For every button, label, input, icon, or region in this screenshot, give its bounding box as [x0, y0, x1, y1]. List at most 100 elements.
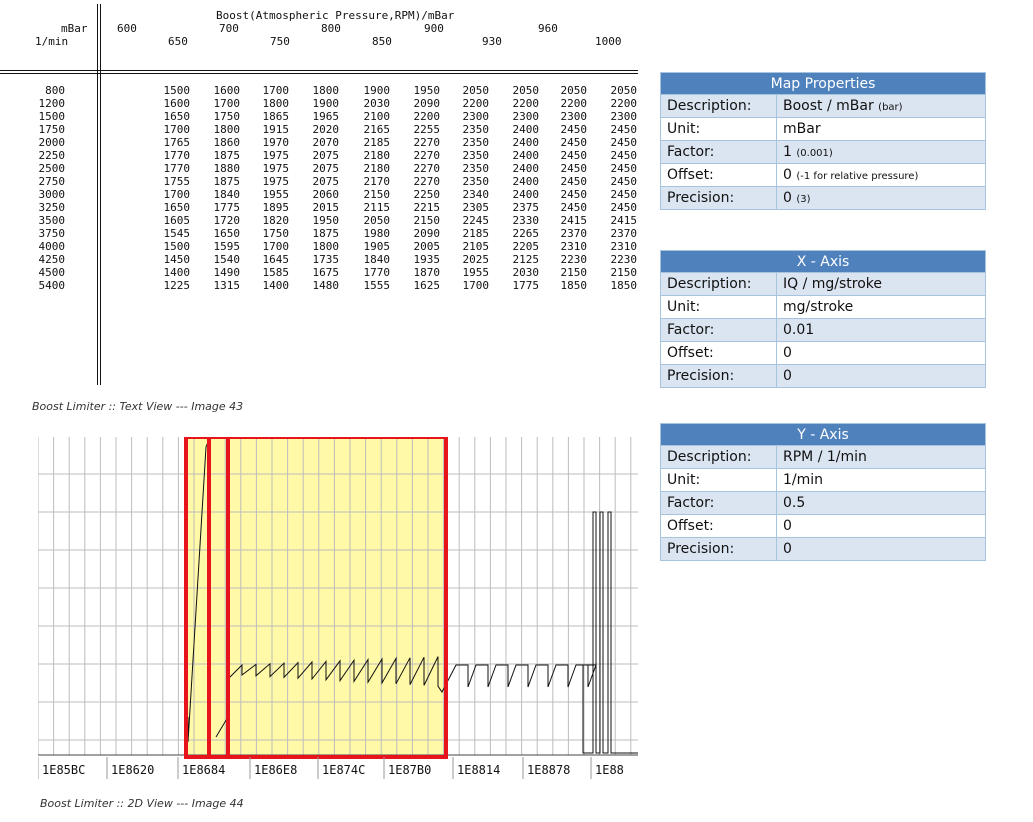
column-divider — [97, 4, 98, 385]
map-cell: 1900 — [363, 84, 391, 97]
map-cell: 1545 — [163, 227, 191, 240]
map-cell: 2350 — [462, 136, 490, 149]
rpm-label: 4000 — [38, 240, 66, 253]
address-label: 1E88 — [595, 763, 624, 777]
row-unit-label: mBar — [61, 22, 88, 35]
address-label: 1E86E8 — [254, 763, 297, 777]
hex-2d-view[interactable]: 1E85BC 1E8620 1E8684 1E86E8 1E874C 1E87B0 1E88… — [38, 437, 638, 782]
map-cell: 2030 — [363, 97, 391, 110]
map-cell: 1500 — [163, 84, 191, 97]
rpm-label: 2500 — [38, 162, 66, 175]
map-cell: 1950 — [413, 84, 441, 97]
map-cell: 1625 — [413, 279, 441, 292]
map-cell: 1865 — [262, 110, 290, 123]
property-value: Boost / mBar (bar) — [776, 94, 986, 118]
map-cell: 1840 — [213, 188, 241, 201]
map-cell: 1955 — [462, 266, 490, 279]
map-cell: 1225 — [163, 279, 191, 292]
x-axis-label: 1000 — [595, 35, 622, 48]
property-label: Offset: — [660, 163, 777, 187]
map-cell: 2185 — [363, 136, 391, 149]
property-label: Unit: — [660, 295, 777, 319]
rpm-label: 4250 — [38, 253, 66, 266]
rpm-label: 2750 — [38, 175, 66, 188]
map-cell: 2205 — [512, 240, 540, 253]
x-axis-label: 960 — [538, 22, 558, 35]
map-cell: 2270 — [413, 149, 441, 162]
map-cell: 2450 — [560, 201, 588, 214]
map-cell: 2300 — [512, 110, 540, 123]
map-cell: 1840 — [363, 253, 391, 266]
map-cell: 1975 — [262, 175, 290, 188]
property-label: Precision: — [660, 537, 777, 561]
map-cell: 1500 — [163, 240, 191, 253]
x-axis-label: 650 — [168, 35, 188, 48]
property-label: Precision: — [660, 364, 777, 388]
map-cell: 2350 — [462, 175, 490, 188]
map-cell: 2090 — [413, 97, 441, 110]
rpm-label: 5400 — [38, 279, 66, 292]
rpm-label: 4500 — [38, 266, 66, 279]
map-cell: 2450 — [610, 175, 638, 188]
map-cell: 2005 — [413, 240, 441, 253]
map-cell: 1735 — [312, 253, 340, 266]
map-cell: 2450 — [610, 149, 638, 162]
map-cell: 2450 — [560, 123, 588, 136]
property-label: Factor: — [660, 318, 777, 342]
map-cell: 1755 — [163, 175, 191, 188]
property-value: 0 — [776, 514, 986, 538]
rpm-label: 1200 — [38, 97, 66, 110]
map-cell: 1850 — [560, 279, 588, 292]
map-cell: 2125 — [512, 253, 540, 266]
map-cell: 2310 — [610, 240, 638, 253]
map-cell: 1675 — [312, 266, 340, 279]
property-label: Offset: — [660, 514, 777, 538]
map-cell: 1400 — [163, 266, 191, 279]
map-cell: 2450 — [610, 162, 638, 175]
map-cell: 1480 — [312, 279, 340, 292]
map-cell: 1775 — [512, 279, 540, 292]
map-cell: 2115 — [363, 201, 391, 214]
x-axis-label: 600 — [117, 22, 137, 35]
property-value: RPM / 1/min — [776, 445, 986, 469]
map-cell: 2050 — [610, 84, 638, 97]
map-cell: 2350 — [462, 149, 490, 162]
map-cell: 2150 — [610, 266, 638, 279]
map-cell: 2170 — [363, 175, 391, 188]
map-cell: 2350 — [462, 162, 490, 175]
map-cell: 2450 — [560, 188, 588, 201]
map-cell: 2450 — [560, 136, 588, 149]
property-label: Description: — [660, 445, 777, 469]
map-cell: 2075 — [312, 175, 340, 188]
map-cell: 1700 — [213, 97, 241, 110]
map-cell: 2450 — [610, 201, 638, 214]
map-cell: 2310 — [560, 240, 588, 253]
text-view-caption: Boost Limiter :: Text View --- Image 43 — [32, 400, 244, 413]
map-cell: 2075 — [312, 162, 340, 175]
map-title: Boost(Atmospheric Pressure,RPM)/mBar — [216, 9, 455, 22]
map-cell: 2340 — [462, 188, 490, 201]
rpm-label: 1750 — [38, 123, 66, 136]
map-cell: 1595 — [213, 240, 241, 253]
map-cell: 2050 — [560, 84, 588, 97]
address-label: 1E87B0 — [388, 763, 431, 777]
map-cell: 2230 — [610, 253, 638, 266]
map-cell: 2050 — [512, 84, 540, 97]
map-cell: 2270 — [413, 162, 441, 175]
map-cell: 2200 — [610, 97, 638, 110]
map-cell: 1450 — [163, 253, 191, 266]
map-cell: 1860 — [213, 136, 241, 149]
y-axis-table: Y - Axis Description: RPM / 1/min Unit: 1/… — [660, 423, 986, 561]
map-cell: 1700 — [262, 240, 290, 253]
map-cell: 1875 — [213, 175, 241, 188]
address-label: 1E8684 — [182, 763, 225, 777]
header-divider — [0, 70, 638, 71]
address-label: 1E8878 — [527, 763, 570, 777]
x-axis-title: X - Axis — [660, 250, 986, 273]
column-divider — [100, 4, 101, 385]
map-cell: 2030 — [512, 266, 540, 279]
map-cell: 1935 — [413, 253, 441, 266]
map-cell: 2060 — [312, 188, 340, 201]
map-cell: 2450 — [560, 175, 588, 188]
map-cell: 2025 — [462, 253, 490, 266]
